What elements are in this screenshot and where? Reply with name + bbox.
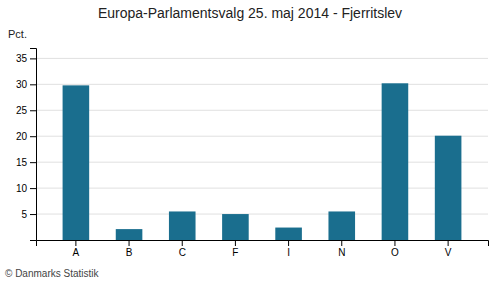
footer: © Danmarks Statistik (5, 268, 100, 279)
x-tick: F (232, 240, 238, 258)
y-label: Pct. (8, 28, 27, 40)
bar (275, 228, 302, 240)
y-tick: 20 (16, 131, 36, 142)
y-tick-label: 25 (16, 105, 28, 116)
x-axis: ABCFINOV (37, 240, 489, 258)
x-tick-label: V (445, 247, 452, 258)
x-tick: O (391, 240, 399, 258)
x-tick-mark (448, 240, 449, 246)
bar (435, 136, 462, 240)
bar (382, 83, 409, 240)
x-tick: B (126, 240, 133, 258)
x-tick-mark (341, 240, 342, 246)
y-tick-label: 20 (16, 131, 28, 142)
x-tick-label: F (232, 247, 238, 258)
bars (63, 83, 462, 240)
y-tick: 10 (16, 183, 36, 194)
grid-line (36, 162, 488, 163)
y-tick: 15 (16, 157, 36, 168)
y-tick-mark (30, 188, 36, 189)
x-tick-mark (75, 240, 76, 246)
y-tick: 25 (16, 105, 36, 116)
grid-line (36, 110, 488, 111)
y-tick-label: 5 (21, 209, 27, 220)
y-tick: 30 (16, 79, 36, 90)
x-tick-label: B (126, 247, 133, 258)
x-tick-label: I (287, 247, 290, 258)
x-axis-line (37, 241, 489, 247)
chart: Europa-Parlamentsvalg 25. maj 2014 - Fje… (0, 0, 500, 282)
x-tick-mark (394, 240, 395, 246)
grid-line (36, 58, 488, 59)
y-tick-label: 15 (16, 157, 28, 168)
title: Europa-Parlamentsvalg 25. maj 2014 - Fje… (98, 5, 402, 21)
grid-line (36, 188, 488, 189)
x-tick: C (179, 240, 186, 258)
y-tick-mark (30, 136, 36, 137)
x-tick-mark (129, 240, 130, 246)
x-tick-label: O (391, 247, 399, 258)
x-tick: A (73, 240, 80, 258)
y-tick-label: 30 (16, 79, 28, 90)
grid-line (36, 84, 488, 85)
y-axis-line (30, 49, 37, 241)
y-tick-mark (30, 84, 36, 85)
grid-line (36, 136, 488, 137)
x-tick-label: N (338, 247, 345, 258)
bar (63, 85, 90, 240)
y-tick-label: 35 (16, 53, 28, 64)
x-tick-label: C (179, 247, 186, 258)
x-tick: N (338, 240, 345, 258)
x-tick-mark (288, 240, 289, 246)
y-tick-mark (30, 214, 36, 215)
x-tick: V (445, 240, 452, 258)
y-axis: 5 10 15 20 25 30 35 (16, 49, 37, 241)
bar (116, 229, 143, 240)
y-tick-mark (30, 58, 36, 59)
x-tick-mark (235, 240, 236, 246)
x-tick-label: A (73, 247, 80, 258)
grid (36, 58, 488, 214)
bar (169, 211, 196, 240)
y-tick-label: 10 (16, 183, 28, 194)
grid-line (36, 214, 488, 215)
bar (222, 214, 249, 240)
x-tick: I (287, 240, 290, 258)
y-tick: 35 (16, 53, 36, 64)
x-tick-mark (182, 240, 183, 246)
plot: 5 10 15 20 25 30 35 A B C F I N O V (16, 49, 489, 259)
y-tick: 5 (21, 209, 36, 220)
bar (328, 211, 355, 240)
y-tick-mark (30, 162, 36, 163)
y-tick-mark (30, 110, 36, 111)
